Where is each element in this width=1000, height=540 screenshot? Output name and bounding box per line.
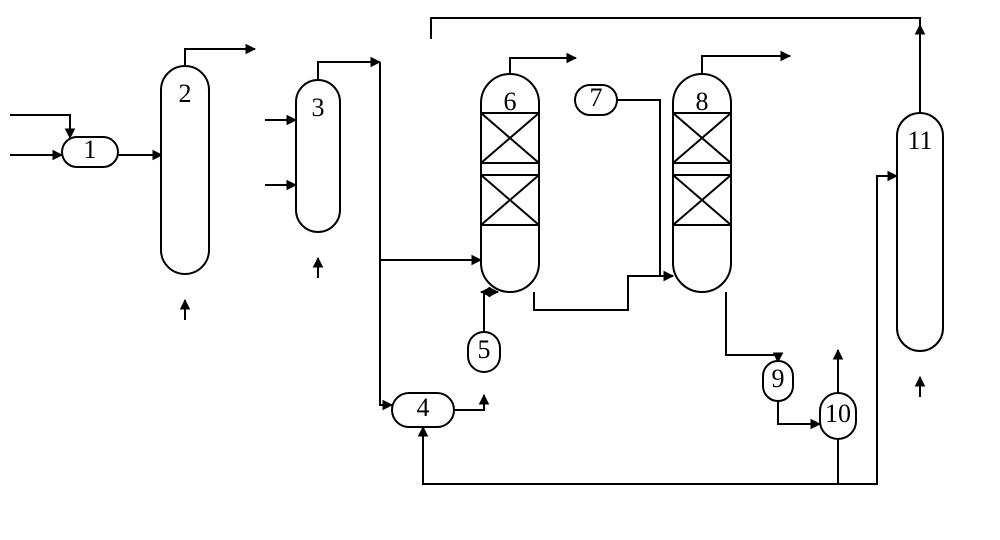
edge	[617, 100, 673, 276]
unit-label-u5: 5	[478, 335, 491, 364]
edges	[10, 18, 920, 484]
edge	[484, 292, 498, 332]
edge	[185, 49, 255, 67]
unit-label-u6: 6	[504, 87, 517, 116]
edge	[778, 400, 820, 424]
unit-label-u9: 9	[772, 364, 785, 393]
edge	[726, 292, 778, 362]
unit-label-u2: 2	[179, 79, 192, 108]
units: 1 2 3 4 5 6 7 8 9 10 11	[62, 66, 943, 439]
edge	[423, 427, 838, 484]
process-flow-diagram: 1 2 3 4 5 6 7 8 9 10 11	[0, 0, 1000, 540]
edge	[380, 62, 392, 405]
edge	[702, 56, 790, 75]
edge	[510, 58, 576, 75]
unit-label-u11: 11	[907, 126, 932, 155]
edge	[534, 276, 673, 310]
unit-label-u10: 10	[825, 399, 851, 428]
unit-label-u8: 8	[696, 87, 709, 116]
edge	[318, 62, 380, 80]
unit-label-u4: 4	[417, 393, 430, 422]
unit-label-u3: 3	[312, 93, 325, 122]
edge	[10, 115, 70, 138]
unit-label-u1: 1	[84, 135, 97, 164]
unit-label-u7: 7	[590, 83, 603, 112]
edge	[454, 395, 484, 410]
